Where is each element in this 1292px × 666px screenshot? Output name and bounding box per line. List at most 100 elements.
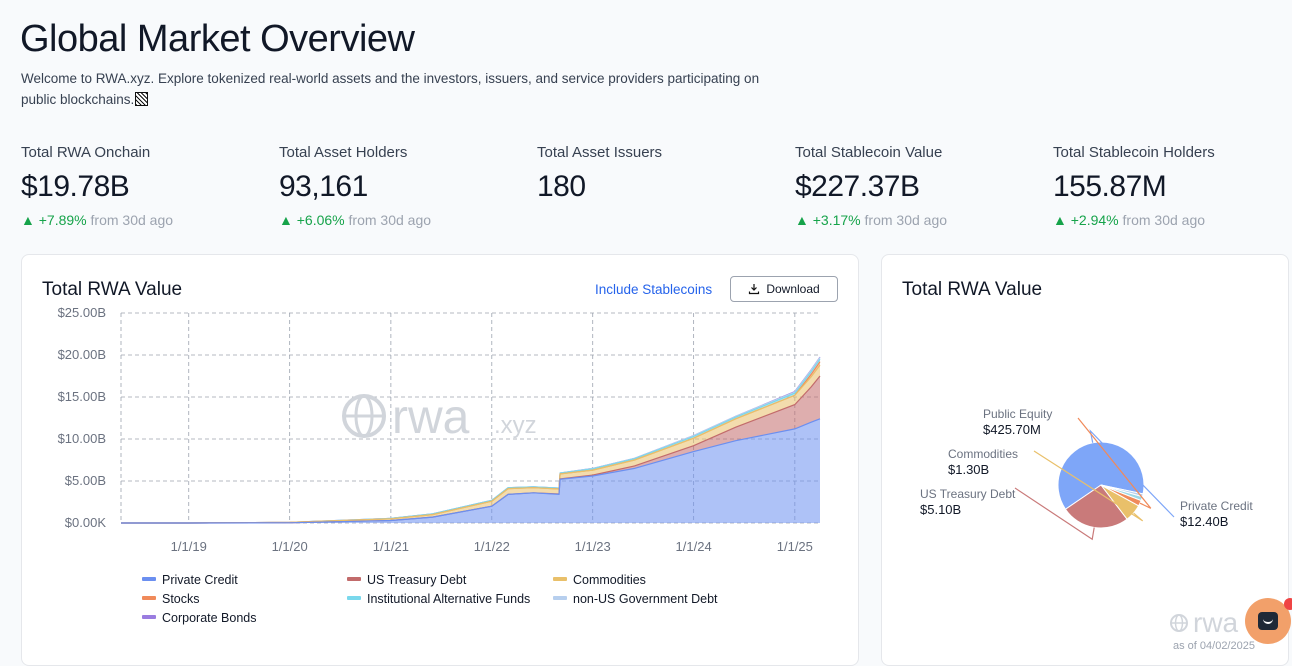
area-card-title: Total RWA Value [42,279,183,300]
total-rwa-value-card: Total RWA Value Include Stablecoins Down… [21,254,859,666]
y-tick-label: $20.00B [58,347,106,362]
download-icon [749,284,760,295]
area-series-line [121,418,821,524]
legend-label: Institutional Alternative Funds [367,592,531,606]
stat-delta: ▲ +3.17% from 30d ago [795,212,947,228]
stat-delta-value: ▲ +7.89% [21,212,87,228]
download-label: Download [766,282,820,296]
stat-delta: ▲ +2.94% from 30d ago [1053,212,1215,228]
legend-label: US Treasury Debt [367,573,467,587]
legend-swatch [553,596,567,600]
pie-slice-label: Public Equity [983,407,1052,421]
x-tick-label: 1/1/25 [777,539,813,554]
stat-delta-period: from 30d ago [90,212,174,228]
watermark-logo: rwa .xyz [342,391,537,444]
notification-badge [1284,598,1292,610]
area-series-group [121,356,821,524]
pie-leader-line [1033,450,1144,522]
chat-icon [1258,612,1278,630]
stat-total-stablecoin-holders: Total Stablecoin Holders 155.87M ▲ +2.94… [1053,144,1215,228]
x-tick-label: 1/1/24 [676,539,712,554]
y-tick-label: $5.00B [65,473,106,488]
stat-delta-value: ▲ +2.94% [1053,212,1119,228]
y-tick-label: $0.00K [65,515,107,530]
legend-swatch [142,615,156,619]
stat-value: 180 [537,170,586,203]
stat-delta-period: from 30d ago [348,212,432,228]
pie-leader-line [1089,429,1175,518]
area-series [121,418,820,523]
legend-item[interactable]: non-US Government Debt [553,592,718,606]
stat-total-stablecoin-value: Total Stablecoin Value $227.37B ▲ +3.17%… [795,144,947,228]
stat-delta-period: from 30d ago [1122,212,1206,228]
legend-item[interactable]: Private Credit [142,573,238,587]
stat-total-rwa-onchain: Total RWA Onchain $19.78B ▲ +7.89% from … [21,144,173,228]
page-title: Global Market Overview [20,18,415,60]
legend-item[interactable]: Stocks [142,592,200,606]
pie-slice-value: $5.10B [920,502,961,517]
pie-slice[interactable] [1064,484,1128,529]
pie-slice-label: Private Credit [1180,499,1253,513]
pie-leader-line [1077,417,1152,509]
stat-total-asset-issuers: Total Asset Issuers 180 [537,144,662,204]
area-chart: rwa .xyz $0.00K $5.00B $10.00B $15.00B $20.0… [58,305,821,554]
x-tick-label: 1/1/19 [171,539,207,554]
pie-watermark-text: rwa [1193,607,1239,638]
stat-value: $19.78B [21,170,130,203]
x-tick-label: 1/1/21 [373,539,409,554]
legend-item[interactable]: Institutional Alternative Funds [347,592,530,606]
stat-label: Total Asset Issuers [537,144,663,161]
legend-item[interactable]: Corporate Bonds [142,611,257,625]
stat-label: Total RWA Onchain [21,144,151,161]
qr-code-icon [135,92,149,106]
legend-item[interactable]: Commodities [553,573,646,587]
x-tick-label: 1/1/23 [575,539,611,554]
legend-label: Commodities [573,573,646,587]
stat-label: Total Asset Holders [279,144,408,161]
globe-icon [1170,614,1188,632]
stat-delta-period: from 30d ago [864,212,948,228]
legend-label: Private Credit [162,573,238,587]
y-tick-label: $10.00B [58,431,106,446]
stat-label: Total Stablecoin Holders [1053,144,1215,161]
pie-chart: Private Credit$12.40B US Treasury Debt$5.… [920,407,1253,541]
watermark-text: rwa [392,391,470,444]
stat-value: 155.87M [1053,170,1167,203]
include-stablecoins-link[interactable]: Include Stablecoins [595,282,713,297]
stat-delta: ▲ +7.89% from 30d ago [21,212,173,228]
page-subtitle-text: Welcome to RWA.xyz. Explore tokenized re… [21,71,760,107]
x-tick-label: 1/1/20 [272,539,308,554]
watermark-suffix: .xyz [494,412,537,439]
pie-slice-label: US Treasury Debt [920,487,1016,501]
legend-swatch [347,577,361,581]
area-series [121,365,820,523]
stat-value: $227.37B [795,170,920,203]
stat-delta-value: ▲ +3.17% [795,212,861,228]
page-subtitle: Welcome to RWA.xyz. Explore tokenized re… [21,68,791,110]
y-tick-label: $15.00B [58,389,106,404]
rwa-breakdown-card: Total RWA Value Private Credit $12.40B US … [881,254,1289,666]
download-button[interactable]: Download [730,276,838,302]
pie-slice-value: $1.30B [948,462,989,477]
legend-swatch [347,596,361,600]
legend-label: non-US Government Debt [573,592,718,606]
x-tick-label: 1/1/22 [474,539,510,554]
pie-slice[interactable] [1057,441,1145,510]
pie-slice[interactable] [1100,484,1144,498]
legend-item[interactable]: US Treasury Debt [347,573,466,587]
stat-total-asset-holders: Total Asset Holders 93,161 ▲ +6.06% from… [279,144,431,228]
pie-slice-value: $12.40B [1180,514,1228,529]
legend-label: Corporate Bonds [162,611,257,625]
stat-delta: ▲ +6.06% from 30d ago [279,212,431,228]
pie-slice-label: Commodities [948,447,1018,461]
stat-value: 93,161 [279,170,368,203]
pie-card-title: Total RWA Value [902,279,1043,300]
legend-swatch [142,577,156,581]
stat-label: Total Stablecoin Value [795,144,943,161]
pie-leader-line [1014,487,1095,541]
legend-label: Stocks [162,592,200,606]
y-tick-label: $25.00B [58,305,106,320]
chat-launcher-button[interactable] [1245,598,1291,644]
pie-slice-value: $425.70M [983,422,1041,437]
legend-swatch [142,596,156,600]
